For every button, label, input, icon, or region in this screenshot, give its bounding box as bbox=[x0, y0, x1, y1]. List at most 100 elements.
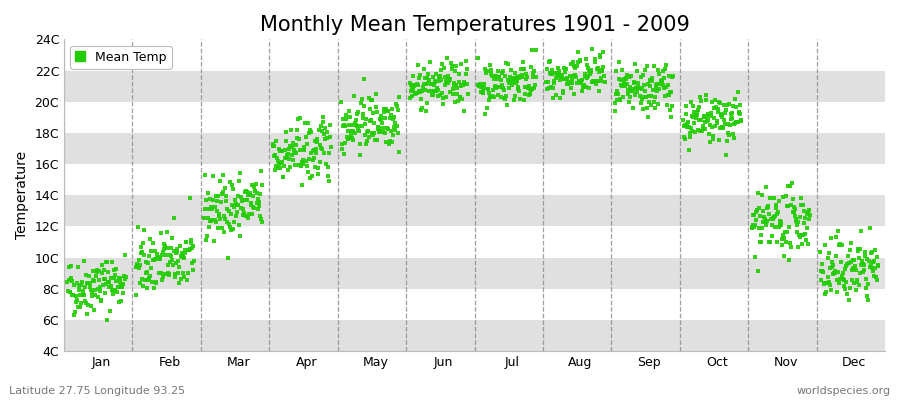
Point bbox=[779, 203, 794, 209]
Point bbox=[336, 122, 350, 129]
Point bbox=[351, 127, 365, 134]
Point bbox=[413, 89, 428, 96]
Point bbox=[645, 78, 660, 84]
Point bbox=[158, 271, 172, 278]
Point bbox=[572, 78, 586, 84]
Point bbox=[868, 273, 882, 280]
Point bbox=[215, 191, 230, 197]
Point bbox=[433, 92, 447, 98]
Point bbox=[497, 95, 511, 101]
Point bbox=[240, 192, 255, 198]
Point bbox=[300, 141, 314, 147]
Point bbox=[747, 224, 761, 230]
Point bbox=[493, 83, 508, 90]
Point bbox=[382, 138, 397, 145]
Point bbox=[85, 292, 99, 299]
Bar bbox=[64, 258, 885, 289]
Point bbox=[869, 254, 884, 260]
Point bbox=[62, 264, 77, 270]
Point bbox=[231, 178, 246, 185]
Point bbox=[150, 255, 165, 261]
Point bbox=[354, 140, 368, 147]
Point bbox=[765, 215, 779, 222]
Point bbox=[654, 77, 669, 84]
Point bbox=[266, 143, 281, 150]
Point bbox=[403, 80, 418, 86]
Point bbox=[827, 270, 842, 276]
Point bbox=[214, 225, 229, 231]
Point bbox=[385, 138, 400, 145]
Point bbox=[843, 240, 858, 246]
Point bbox=[857, 266, 871, 273]
Point bbox=[590, 64, 605, 71]
Point bbox=[374, 117, 389, 124]
Point bbox=[625, 72, 639, 79]
Point bbox=[309, 145, 323, 152]
Point bbox=[704, 110, 718, 116]
Point bbox=[720, 102, 734, 108]
Point bbox=[692, 117, 706, 124]
Point bbox=[445, 63, 459, 69]
Point bbox=[650, 88, 664, 94]
Point bbox=[472, 83, 486, 89]
Point bbox=[595, 68, 609, 74]
Point bbox=[354, 100, 368, 106]
Point bbox=[846, 264, 860, 271]
Point bbox=[860, 292, 874, 299]
Point bbox=[72, 283, 86, 290]
Point bbox=[730, 119, 744, 126]
Point bbox=[387, 114, 401, 120]
Point bbox=[677, 122, 691, 129]
Point bbox=[441, 73, 455, 79]
Point bbox=[663, 107, 678, 113]
Point bbox=[527, 82, 542, 88]
Point bbox=[131, 265, 146, 271]
Point bbox=[61, 276, 76, 283]
Point bbox=[793, 214, 807, 220]
Point bbox=[317, 150, 331, 156]
Point bbox=[103, 308, 117, 314]
Point bbox=[438, 78, 453, 84]
Point bbox=[753, 212, 768, 219]
Point bbox=[791, 244, 806, 250]
Point bbox=[301, 169, 315, 175]
Point bbox=[615, 67, 629, 73]
Point bbox=[516, 66, 530, 72]
Point bbox=[485, 93, 500, 100]
Point bbox=[699, 113, 714, 120]
Point bbox=[456, 108, 471, 114]
Point bbox=[764, 232, 778, 239]
Point bbox=[813, 249, 827, 255]
Point bbox=[631, 84, 645, 90]
Point bbox=[836, 276, 850, 282]
Point bbox=[715, 110, 729, 117]
Point bbox=[230, 202, 244, 209]
Point bbox=[362, 133, 376, 140]
Point bbox=[417, 80, 431, 87]
Point bbox=[553, 77, 567, 84]
Point bbox=[199, 197, 213, 203]
Point bbox=[357, 103, 372, 110]
Point bbox=[781, 223, 796, 230]
Point bbox=[277, 163, 292, 169]
Point bbox=[140, 260, 155, 266]
Point bbox=[113, 282, 128, 288]
Point bbox=[627, 61, 642, 68]
Point bbox=[376, 106, 391, 112]
Point bbox=[428, 78, 442, 84]
Point bbox=[854, 228, 868, 235]
Point bbox=[636, 106, 651, 112]
Point bbox=[636, 94, 651, 100]
Point bbox=[728, 120, 742, 127]
Point bbox=[405, 85, 419, 91]
Point bbox=[171, 270, 185, 276]
Point bbox=[710, 120, 724, 126]
Point bbox=[340, 128, 355, 135]
Point bbox=[197, 215, 211, 222]
Point bbox=[431, 87, 446, 94]
Point bbox=[814, 276, 828, 283]
Point bbox=[768, 224, 782, 230]
Point bbox=[158, 240, 172, 247]
Point bbox=[529, 47, 544, 54]
Point bbox=[142, 275, 157, 281]
